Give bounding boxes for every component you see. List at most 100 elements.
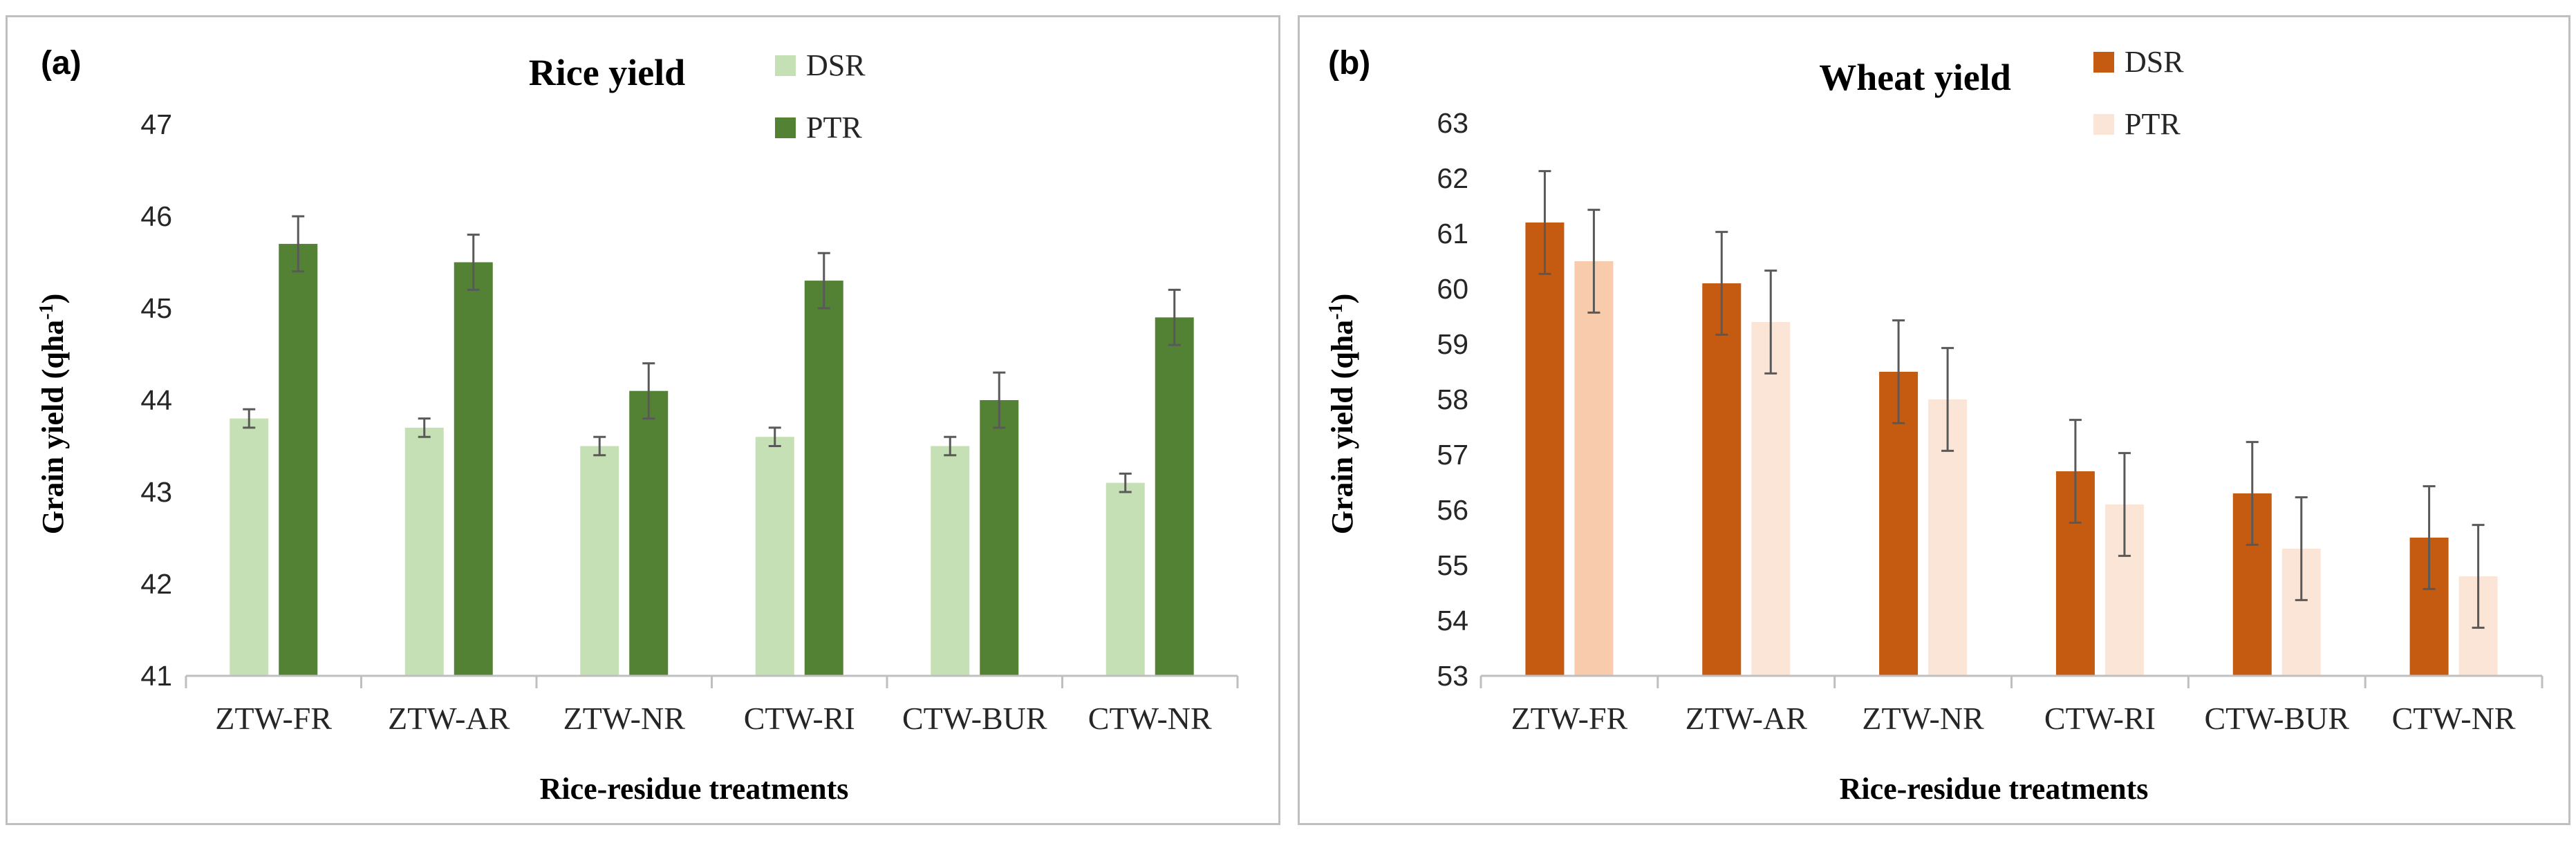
legend-label-ptr: PTR xyxy=(806,111,862,144)
category-label: ZTW-AR xyxy=(1686,701,1808,736)
y-tick-label: 62 xyxy=(1437,162,1468,194)
chart-title: Wheat yield xyxy=(1819,57,2011,98)
category-label: ZTW-FR xyxy=(215,701,332,736)
y-tick-label: 42 xyxy=(140,568,172,600)
error-bar-dsr xyxy=(768,426,781,447)
legend-swatch-dsr xyxy=(2093,52,2114,73)
y-tick-label: 43 xyxy=(140,476,172,508)
legend-swatch-ptr xyxy=(2093,114,2114,135)
y-tick-label: 55 xyxy=(1437,549,1468,581)
error-bar-dsr xyxy=(2069,419,2082,524)
chart-title: Rice yield xyxy=(529,52,685,93)
error-bar-dsr xyxy=(2246,441,2259,546)
bar-ptr xyxy=(980,400,1019,676)
bar-ptr xyxy=(279,243,318,676)
bar-ptr xyxy=(629,390,669,676)
bars xyxy=(230,243,1194,677)
error-bar-ptr xyxy=(2295,496,2308,601)
category-label: ZTW-NR xyxy=(563,701,686,736)
error-bars xyxy=(243,215,1181,493)
error-bar-ptr xyxy=(2472,524,2485,629)
bar-ptr xyxy=(1155,317,1194,676)
x-axis-title: Rice-residue treatments xyxy=(540,772,849,806)
error-bar-ptr xyxy=(993,371,1006,429)
panel-label: (b) xyxy=(1328,45,1370,82)
error-bar-ptr xyxy=(1168,288,1181,346)
error-bar-ptr xyxy=(642,362,655,420)
category-label: CTW-NR xyxy=(2392,701,2516,736)
error-bar-dsr xyxy=(1119,472,1132,493)
bar-ptr xyxy=(454,262,493,676)
y-axis-title: Grain yield (qha-1) xyxy=(1325,294,1360,534)
category-labels: ZTW-FR ZTW-AR ZTW-NR CTW-RI CTW-BUR CTW-NR xyxy=(1480,676,2544,736)
error-bar-ptr xyxy=(467,234,480,291)
y-tick-label: 47 xyxy=(140,108,172,140)
category-label: CTW-RI xyxy=(744,701,855,736)
bar-dsr xyxy=(404,427,444,676)
y-tick-label: 53 xyxy=(1437,660,1468,692)
y-tick-label: 56 xyxy=(1437,494,1468,526)
rice-yield-chart-panel: (a) Rice yield DSR PTR Grain yield (qha-… xyxy=(6,15,1280,825)
error-bar-dsr xyxy=(1715,231,1728,336)
x-axis-title: Rice-residue treatments xyxy=(1840,772,2149,806)
bar-dsr xyxy=(580,446,619,676)
legend: DSR PTR xyxy=(775,48,866,144)
bar-dsr xyxy=(755,437,794,676)
category-label: ZTW-FR xyxy=(1511,701,1628,736)
bar-ptr xyxy=(804,281,843,677)
panel-label: (a) xyxy=(41,45,82,82)
error-bar-ptr xyxy=(292,215,305,273)
error-bar-dsr xyxy=(2423,485,2436,590)
error-bar-ptr xyxy=(817,252,830,310)
y-tick-label: 59 xyxy=(1437,328,1468,360)
error-bar-dsr xyxy=(243,408,256,429)
y-tick-label: 46 xyxy=(140,200,172,232)
wheat-yield-chart: (b) Wheat yield DSR PTR Grain yield (qha… xyxy=(1325,45,2544,806)
bar-dsr xyxy=(230,418,269,676)
legend-swatch-ptr xyxy=(775,117,796,138)
legend-label-dsr: DSR xyxy=(806,48,866,82)
y-tick-label: 54 xyxy=(1437,605,1468,636)
error-bar-dsr xyxy=(418,417,431,438)
y-tick-label: 44 xyxy=(140,384,172,416)
y-tick-label: 61 xyxy=(1437,218,1468,249)
error-bar-dsr xyxy=(944,435,957,457)
error-bars xyxy=(1538,170,2485,629)
bars xyxy=(1525,223,2498,676)
legend-label-dsr: DSR xyxy=(2125,45,2184,79)
y-tick-label: 60 xyxy=(1437,273,1468,305)
y-tick-label: 41 xyxy=(140,660,172,692)
category-label: CTW-NR xyxy=(1088,701,1212,736)
category-label: CTW-BUR xyxy=(2204,701,2349,736)
wheat-yield-chart-panel: (b) Wheat yield DSR PTR Grain yield (qha… xyxy=(1298,15,2570,825)
error-bar-ptr xyxy=(2118,452,2131,557)
category-label: CTW-BUR xyxy=(902,701,1047,736)
bar-dsr xyxy=(1105,482,1145,676)
category-label: CTW-RI xyxy=(2044,701,2156,736)
y-tick-label: 57 xyxy=(1437,439,1468,471)
bar-dsr xyxy=(1702,283,1742,676)
error-bar-dsr xyxy=(1892,319,1905,424)
legend-label-ptr: PTR xyxy=(2125,107,2181,141)
category-label: ZTW-NR xyxy=(1862,701,1984,736)
y-tick-label: 45 xyxy=(140,292,172,324)
error-bar-dsr xyxy=(1538,170,1551,275)
y-ticks: 53 54 55 56 57 58 59 60 61 62 63 xyxy=(1437,107,1468,692)
y-ticks: 41 42 43 44 45 46 47 xyxy=(140,108,172,692)
legend-swatch-dsr xyxy=(775,55,796,76)
y-tick-label: 63 xyxy=(1437,107,1468,139)
category-label: ZTW-AR xyxy=(388,701,510,736)
bar-dsr xyxy=(1525,223,1565,676)
bar-ptr xyxy=(1751,322,1791,676)
bar-ptr xyxy=(1574,261,1614,676)
rice-yield-chart: (a) Rice yield DSR PTR Grain yield (qha-… xyxy=(36,45,1239,806)
error-bar-ptr xyxy=(1941,347,1954,452)
legend: DSR PTR xyxy=(2093,45,2184,141)
y-axis-title: Grain yield (qha-1) xyxy=(36,294,71,534)
error-bar-ptr xyxy=(1764,270,1777,375)
category-labels: ZTW-FR ZTW-AR ZTW-NR CTW-RI CTW-BUR CTW-NR xyxy=(185,676,1239,736)
y-tick-label: 58 xyxy=(1437,384,1468,415)
error-bar-ptr xyxy=(1587,209,1600,314)
error-bar-dsr xyxy=(593,435,606,457)
bar-dsr xyxy=(931,446,970,676)
